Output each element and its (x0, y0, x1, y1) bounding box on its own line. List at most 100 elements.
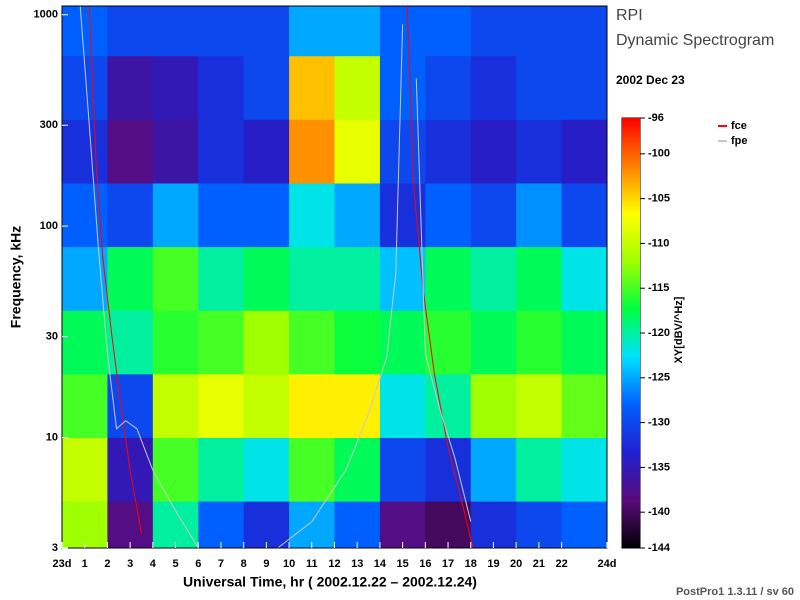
heat-cell (516, 310, 563, 375)
heat-cell (470, 182, 517, 248)
footer: PostPro1 1.3.11 / sv 60 (676, 586, 794, 598)
x-tick-label: 17 (442, 558, 454, 570)
date: 2002 Dec 23 (616, 73, 685, 87)
x-tick-label: 9 (263, 558, 269, 570)
heat-cell (107, 182, 154, 248)
heat-cell (561, 55, 608, 120)
heat-cell (561, 6, 608, 57)
heat-cell (243, 437, 290, 502)
heat-cell (198, 119, 245, 184)
heat-cell (289, 310, 335, 375)
x-tick-label: 15 (397, 558, 409, 570)
heat-cell (561, 119, 608, 184)
x-tick-label: 12 (328, 558, 340, 570)
heat-cell (334, 182, 381, 248)
heat-cell (334, 310, 381, 375)
y-axis-label: Frequency, kHz (8, 226, 24, 328)
heat-cell (425, 6, 472, 57)
heat-cell (107, 373, 154, 438)
heat-cell (334, 119, 381, 184)
heat-cell (289, 246, 335, 311)
heat-cell (561, 182, 608, 248)
heat-cell (107, 501, 154, 549)
heat-cell (198, 437, 245, 502)
x-tick-label: 2 (104, 558, 110, 570)
heat-cell (425, 310, 472, 375)
x-tick-label: 8 (241, 558, 247, 570)
heat-cell (152, 437, 199, 502)
heat-cell (379, 182, 426, 248)
heat-cell (470, 246, 517, 311)
x-tick-label: 4 (150, 558, 157, 570)
heat-cell (289, 55, 335, 120)
heat-cell (198, 182, 245, 248)
heat-cell (198, 501, 245, 549)
x-tick-label: 14 (374, 558, 387, 570)
heat-cell (334, 55, 381, 120)
heat-cell (289, 373, 335, 438)
heat-cell (379, 437, 426, 502)
heat-cell (107, 246, 154, 311)
heat-cell (470, 55, 517, 120)
colorbar-tick-label: -96 (648, 112, 664, 124)
heat-cell (561, 310, 608, 375)
legend-label: fce (731, 120, 747, 132)
colorbar-tick-label: -105 (648, 193, 670, 205)
x-tick-label: 5 (172, 558, 178, 570)
heat-cell (516, 501, 563, 549)
heat-cell (561, 373, 608, 438)
x-tick-label: 20 (510, 558, 522, 570)
heat-cell (334, 437, 381, 502)
heat-cell (470, 501, 517, 549)
x-tick-label: 1 (82, 558, 88, 570)
y-tick-label: 30 (46, 331, 58, 343)
x-tick-label: 24d (598, 558, 617, 570)
heat-cell (152, 373, 199, 438)
heat-cell (470, 119, 517, 184)
heat-cell (152, 6, 199, 57)
colorbar-tick-label: -110 (648, 237, 669, 249)
heat-cell (334, 501, 381, 549)
heat-cell (62, 6, 108, 57)
heat-cell (243, 501, 290, 549)
y-tick-label: 300 (40, 119, 58, 131)
colorbar-tick-label: -100 (648, 148, 670, 160)
heat-cell (516, 119, 563, 184)
heat-cell (289, 437, 335, 502)
colorbar-tick-label: -125 (648, 372, 670, 384)
heat-cell (243, 373, 290, 438)
heat-cell (243, 182, 290, 248)
colorbar-tick-label: -130 (648, 416, 670, 428)
heat-cell (334, 373, 381, 438)
heat-cell (62, 246, 108, 311)
y-tick-label: 3 (52, 542, 58, 554)
y-tick-label: 100 (40, 220, 58, 232)
heat-cell (62, 119, 108, 184)
heat-cell (198, 246, 245, 311)
heat-cell (107, 55, 154, 120)
heat-cell (152, 182, 199, 248)
heat-cell (107, 119, 154, 184)
x-tick-label: 21 (533, 558, 545, 570)
heat-cell (152, 55, 199, 120)
colorbar-tick-label: -120 (648, 327, 670, 339)
heat-cell (425, 182, 472, 248)
y-tick-label: 10 (46, 431, 58, 443)
heat-cell (379, 55, 426, 120)
heat-cell (62, 373, 108, 438)
heat-cell (243, 55, 290, 120)
heat-cell (470, 6, 517, 57)
heat-cell (425, 246, 472, 311)
heat-cell (470, 373, 517, 438)
heat-cell (516, 373, 563, 438)
heat-cell (561, 501, 608, 549)
x-tick-label: 22 (555, 558, 567, 570)
heat-cell (379, 373, 426, 438)
colorbar (622, 118, 640, 548)
x-tick-label: 3 (127, 558, 133, 570)
heat-cell (425, 501, 472, 549)
series-line (88, 5, 474, 549)
heat-cell (334, 6, 381, 57)
heat-cell (289, 182, 335, 248)
chart-title: RPI (616, 7, 643, 24)
